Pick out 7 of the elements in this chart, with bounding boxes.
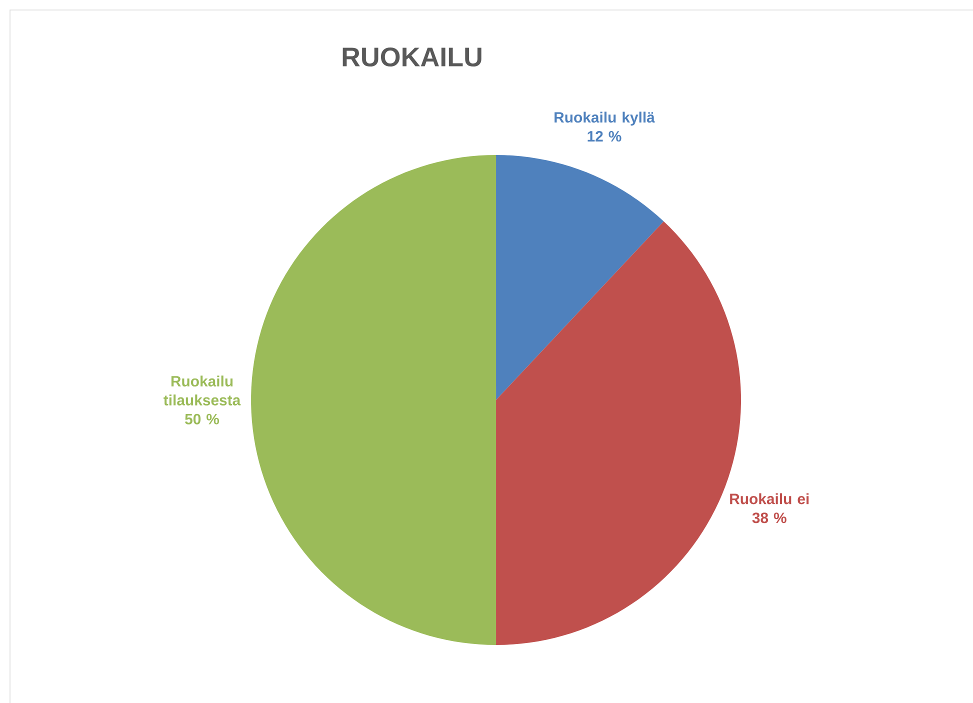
slice-label: Ruokailu tilauksesta: [164, 376, 241, 406]
slice-label: Ruokailu kyllä: [554, 112, 655, 126]
slice-label: Ruokailu ei: [730, 493, 809, 504]
data-label: 12 %: [588, 131, 622, 142]
chart-title: RUOKAILU: [342, 47, 482, 67]
data-label: 50 %: [185, 414, 220, 424]
data-label: 38 %: [752, 512, 786, 524]
